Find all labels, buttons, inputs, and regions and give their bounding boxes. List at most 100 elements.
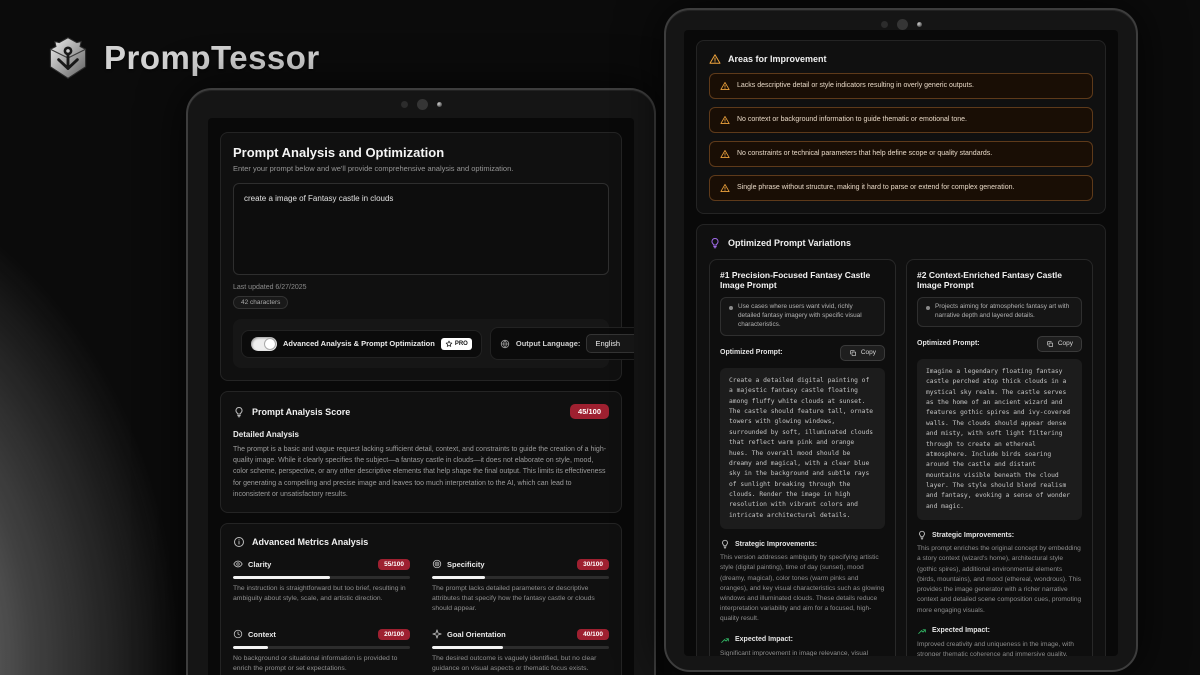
metric-context: Context 20/100 No background or situatio… bbox=[233, 628, 410, 674]
use-case-text: Use cases where users want vivid, richly… bbox=[738, 303, 862, 328]
detailed-analysis-heading: Detailed Analysis bbox=[233, 430, 299, 439]
metric-progress-fill bbox=[432, 575, 486, 579]
metric-progress-fill bbox=[233, 645, 269, 649]
bullet-dot bbox=[926, 306, 930, 310]
metric-description: The desired outcome is vaguely identifie… bbox=[432, 654, 597, 672]
strategic-improvements-text: This prompt enriches the original concep… bbox=[917, 545, 1082, 614]
metric-description: The prompt lacks detailed parameters or … bbox=[432, 584, 595, 613]
output-language-label: Output Language: bbox=[515, 339, 581, 348]
camera-sensor bbox=[436, 102, 442, 107]
page-title: Prompt Analysis and Optimization bbox=[233, 145, 445, 160]
metric-score-badge: 20/100 bbox=[378, 628, 410, 640]
metric-specificity: Specificity 30/100 The prompt lacks deta… bbox=[432, 558, 609, 615]
warning-icon bbox=[709, 53, 721, 65]
score-section-title: Prompt Analysis Score bbox=[252, 406, 351, 417]
advanced-toggle-group: Advanced Analysis & Prompt Optimization … bbox=[241, 329, 482, 358]
globe-icon bbox=[500, 339, 510, 349]
lightbulb-icon bbox=[709, 237, 721, 249]
copy-button[interactable]: Copy bbox=[839, 344, 885, 361]
variation-title: #2 Context-Enriched Fantasy Castle Image… bbox=[917, 270, 1063, 290]
advanced-metrics-card: Advanced Metrics Analysis Clarity 55/100… bbox=[220, 522, 622, 675]
metric-description: No background or situational information… bbox=[233, 654, 398, 672]
bullet-dot bbox=[729, 306, 733, 310]
pro-badge: PRO bbox=[440, 337, 472, 350]
overall-score-badge: 45/100 bbox=[570, 404, 609, 419]
strategic-improvements-label: Strategic Improvements: bbox=[735, 540, 818, 548]
prompt-variations-card: Optimized Prompt Variations #1 Precision… bbox=[696, 224, 1106, 656]
analyzer-controls: Advanced Analysis & Prompt Optimization … bbox=[233, 319, 634, 368]
metrics-section-title: Advanced Metrics Analysis bbox=[252, 536, 369, 547]
warning-icon bbox=[720, 149, 730, 159]
areas-for-improvement-card: Areas for Improvement Lacks descriptive … bbox=[696, 40, 1106, 214]
advanced-analysis-toggle[interactable] bbox=[251, 336, 277, 351]
detailed-analysis-text: The prompt is a basic and vague request … bbox=[233, 446, 607, 498]
variation-card-2: #2 Context-Enriched Fantasy Castle Image… bbox=[906, 259, 1093, 656]
expected-impact-text: Significant improvement in image relevan… bbox=[720, 649, 869, 656]
left-tablet-camera bbox=[188, 99, 654, 110]
camera-sensor bbox=[916, 22, 922, 27]
metric-name: Goal Orientation bbox=[447, 629, 506, 639]
pro-badge-label: PRO bbox=[454, 340, 468, 347]
improvement-text: No context or background information to … bbox=[737, 116, 967, 123]
prompt-analyzer-card: Prompt Analysis and Optimization Enter y… bbox=[220, 132, 634, 381]
improvement-item: Single phrase without structure, making … bbox=[709, 175, 1093, 201]
variations-title: Optimized Prompt Variations bbox=[728, 238, 852, 248]
optimized-prompt-label: Optimized Prompt: bbox=[720, 349, 783, 357]
metric-goal-orientation: Goal Orientation 40/100 The desired outc… bbox=[432, 628, 609, 674]
camera-dot bbox=[880, 21, 888, 28]
compass-icon bbox=[432, 629, 442, 639]
improvement-item: No constraints or technical parameters t… bbox=[709, 141, 1093, 167]
app-logo: PrompTessor bbox=[46, 36, 320, 80]
metric-progress-fill bbox=[233, 575, 331, 579]
optimized-prompt-text: Create a detailed digital painting of a … bbox=[720, 367, 885, 530]
copy-button-label: Copy bbox=[860, 349, 876, 357]
clock-icon bbox=[233, 629, 243, 639]
variations-grid: #1 Precision-Focused Fantasy Castle Imag… bbox=[709, 259, 1093, 656]
camera-lens bbox=[416, 99, 428, 110]
metric-progress-track bbox=[432, 645, 609, 649]
improvements-title: Areas for Improvement bbox=[728, 54, 827, 64]
copy-button-label: Copy bbox=[1057, 340, 1073, 348]
variation-card-1: #1 Precision-Focused Fantasy Castle Imag… bbox=[709, 259, 896, 656]
language-select[interactable]: English ▾ bbox=[586, 334, 634, 353]
metric-progress-fill bbox=[432, 645, 503, 649]
expected-impact-text: Improved creativity and uniqueness in th… bbox=[917, 640, 1074, 656]
right-tablet-screen: Areas for Improvement Lacks descriptive … bbox=[684, 30, 1118, 656]
camera-dot bbox=[400, 101, 408, 108]
toggle-knob bbox=[264, 337, 276, 350]
target-icon bbox=[432, 559, 442, 569]
strategic-improvements-text: This version addresses ambiguity by spec… bbox=[720, 554, 885, 623]
output-language-group: Output Language: English ▾ bbox=[489, 327, 634, 360]
copy-icon bbox=[849, 349, 857, 357]
improvement-text: No constraints or technical parameters t… bbox=[737, 150, 993, 157]
use-case-note: Use cases where users want vivid, richly… bbox=[720, 297, 885, 336]
expected-impact-label: Expected Impact: bbox=[735, 636, 793, 644]
metric-score-badge: 30/100 bbox=[577, 558, 609, 570]
copy-button[interactable]: Copy bbox=[1036, 335, 1082, 352]
strategic-improvements-label: Strategic Improvements: bbox=[932, 531, 1015, 539]
use-case-note: Projects aiming for atmospheric fantasy … bbox=[917, 297, 1082, 327]
lightbulb-icon bbox=[720, 539, 730, 549]
metric-description: The instruction is straightforward but t… bbox=[233, 584, 406, 603]
left-tablet-screen: Prompt Analysis and Optimization Enter y… bbox=[208, 118, 634, 675]
camera-lens bbox=[896, 19, 908, 30]
page-subtitle: Enter your prompt below and we'll provid… bbox=[233, 164, 514, 173]
star-icon bbox=[445, 340, 453, 348]
improvement-item: No context or background information to … bbox=[709, 107, 1093, 133]
metric-score-badge: 55/100 bbox=[378, 558, 410, 570]
metric-name: Specificity bbox=[447, 559, 485, 569]
eye-icon bbox=[233, 559, 243, 569]
last-updated-text: Last updated 6/27/2025 bbox=[233, 284, 307, 291]
prompt-textarea[interactable]: create a image of Fantasy castle in clou… bbox=[233, 183, 609, 275]
right-tablet-camera bbox=[666, 19, 1136, 30]
left-tablet-frame: Prompt Analysis and Optimization Enter y… bbox=[186, 88, 656, 675]
optimized-prompt-label: Optimized Prompt: bbox=[917, 340, 980, 348]
metric-progress-track bbox=[233, 645, 410, 649]
metric-name: Context bbox=[248, 629, 276, 639]
lightbulb-icon bbox=[233, 406, 245, 418]
language-value: English bbox=[595, 339, 621, 348]
metric-progress-track bbox=[233, 575, 410, 579]
warning-icon bbox=[720, 115, 730, 125]
analysis-score-card: Prompt Analysis Score 45/100 Detailed An… bbox=[220, 391, 622, 513]
lightbulb-icon bbox=[917, 530, 927, 540]
